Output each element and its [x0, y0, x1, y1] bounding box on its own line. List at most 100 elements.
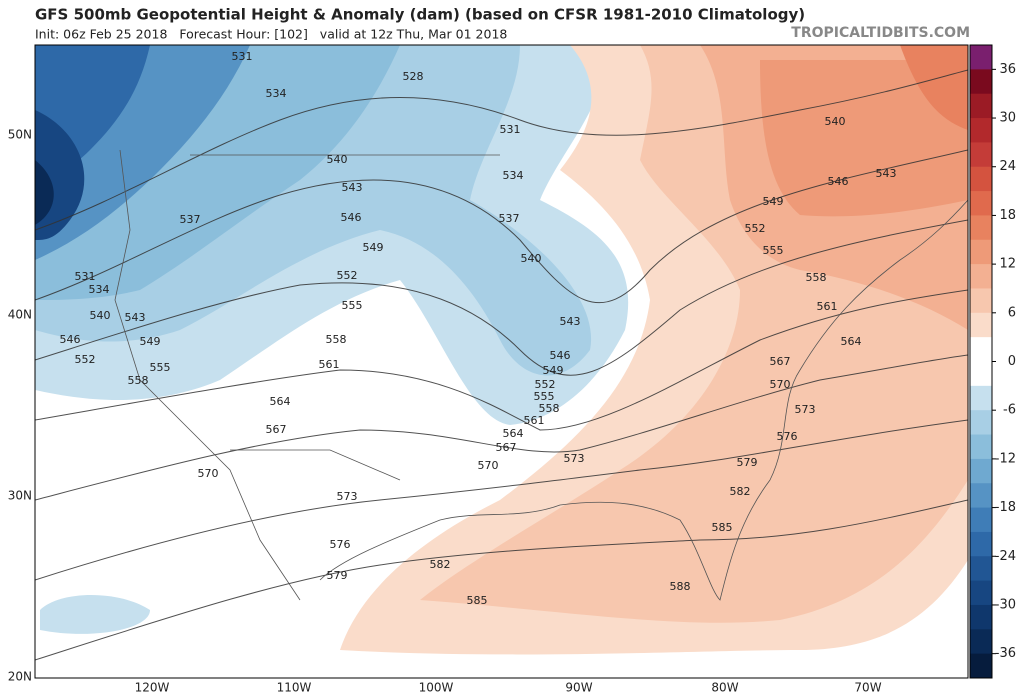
colorbar-label: -18	[995, 500, 1016, 515]
contour-label: 546	[341, 211, 362, 224]
contour-label: 573	[337, 490, 358, 503]
contour-label: 528	[403, 70, 424, 83]
contour-label: 582	[430, 558, 451, 571]
lat-label: 20N	[8, 670, 32, 684]
contour-label: 531	[500, 123, 521, 136]
colorbar-label: 30	[999, 111, 1016, 126]
lon-label: 120W	[135, 681, 170, 695]
contour-label: 555	[763, 244, 784, 257]
colorbar-bin	[970, 239, 992, 265]
contour-label: 546	[550, 349, 571, 362]
colorbar-bin	[970, 142, 992, 168]
contour-label: 579	[737, 456, 758, 469]
colorbar-label: -24	[995, 549, 1016, 564]
contour-label: 582	[730, 485, 751, 498]
colorbar-label: -12	[995, 451, 1016, 466]
colorbar-bin	[970, 458, 992, 484]
contour-label: 552	[75, 353, 96, 366]
contour-label: 585	[467, 594, 488, 607]
site-credit: TROPICALTIDBITS.COM	[791, 25, 970, 41]
colorbar-bin	[970, 556, 992, 582]
contour-label: 564	[270, 395, 291, 408]
colorbar-bin	[970, 410, 992, 436]
contour-label: 558	[539, 402, 560, 415]
colorbar-bin	[970, 434, 992, 460]
contour-label: 561	[319, 358, 340, 371]
colorbar-label: 18	[999, 208, 1016, 223]
contour-label: 531	[232, 50, 253, 63]
subtitle: Init: 06z Feb 25 2018 Forecast Hour: [10…	[35, 27, 507, 42]
map	[34, 44, 969, 679]
contour-label: 561	[817, 300, 838, 313]
colorbar-bin	[970, 483, 992, 509]
contour-label: 549	[543, 364, 564, 377]
contour-label: 549	[140, 335, 161, 348]
colorbar-bin	[970, 653, 992, 679]
colorbar-bin	[970, 312, 992, 338]
lon-label: 110W	[277, 681, 312, 695]
contour-label: 540	[825, 115, 846, 128]
contour-label: 558	[128, 374, 149, 387]
contour-label: 537	[499, 212, 520, 225]
contour-label: 549	[363, 241, 384, 254]
lon-label: 70W	[854, 681, 881, 695]
contour-label: 543	[560, 315, 581, 328]
contour-label: 552	[745, 222, 766, 235]
colorbar-label: 24	[999, 159, 1016, 174]
contour-label: 534	[89, 283, 110, 296]
lon-label: 80W	[711, 681, 738, 695]
colorbar-bin	[970, 215, 992, 241]
colorbar-label: -6	[1003, 403, 1016, 418]
contour-label: 564	[841, 335, 862, 348]
colorbar-bin	[970, 629, 992, 655]
contour-label: 567	[770, 355, 791, 368]
colorbar-label: 6	[1008, 305, 1016, 320]
contour-label: 546	[60, 333, 81, 346]
colorbar: 36 30 24 18 12 6 0 -6 -12 -18 -24 -30 -36	[969, 44, 1016, 679]
colorbar-label: -30	[995, 597, 1016, 612]
contour-label: 552	[337, 269, 358, 282]
contour-label: 537	[180, 213, 201, 226]
contour-label: 534	[266, 87, 287, 100]
contour-label: 570	[198, 467, 219, 480]
contour-label: 540	[327, 153, 348, 166]
contour-label: 579	[327, 569, 348, 582]
lon-label: 100W	[419, 681, 454, 695]
colorbar-bin	[970, 93, 992, 119]
contour-label: 531	[75, 270, 96, 283]
title: GFS 500mb Geopotential Height & Anomaly …	[35, 6, 805, 24]
colorbar-bin	[970, 69, 992, 95]
contour-label: 588	[670, 580, 691, 593]
colorbar-label: -36	[995, 646, 1016, 661]
colorbar-label: 36	[999, 62, 1016, 77]
contour-label: 570	[478, 459, 499, 472]
colorbar-bin	[970, 45, 992, 70]
colorbar-bin	[970, 604, 992, 630]
colorbar-label: 12	[999, 257, 1016, 272]
contour-label: 573	[795, 403, 816, 416]
contour-label: 534	[503, 169, 524, 182]
contour-label: 561	[524, 414, 545, 427]
contour-label: 558	[326, 333, 347, 346]
lat-label: 30N	[8, 489, 32, 503]
contour-label: 573	[564, 452, 585, 465]
map-frame	[34, 44, 969, 679]
colorbar-bin	[970, 580, 992, 606]
contour-label: 546	[828, 175, 849, 188]
contour-label: 549	[763, 195, 784, 208]
contour-label: 567	[496, 441, 517, 454]
colorbar-bin	[970, 264, 992, 289]
contour-label: 552	[535, 378, 556, 391]
contour-label: 576	[777, 430, 798, 443]
contour-label: 567	[266, 423, 287, 436]
colorbar-bin	[970, 166, 992, 192]
contour-label: 558	[806, 271, 827, 284]
lat-label: 50N	[8, 128, 32, 142]
colorbar-bin	[970, 118, 992, 143]
contour-label: 555	[534, 390, 555, 403]
contour-label: 570	[770, 378, 791, 391]
colorbar-bin	[970, 191, 992, 216]
contour-label: 543	[342, 181, 363, 194]
colorbar-bin	[970, 507, 992, 533]
